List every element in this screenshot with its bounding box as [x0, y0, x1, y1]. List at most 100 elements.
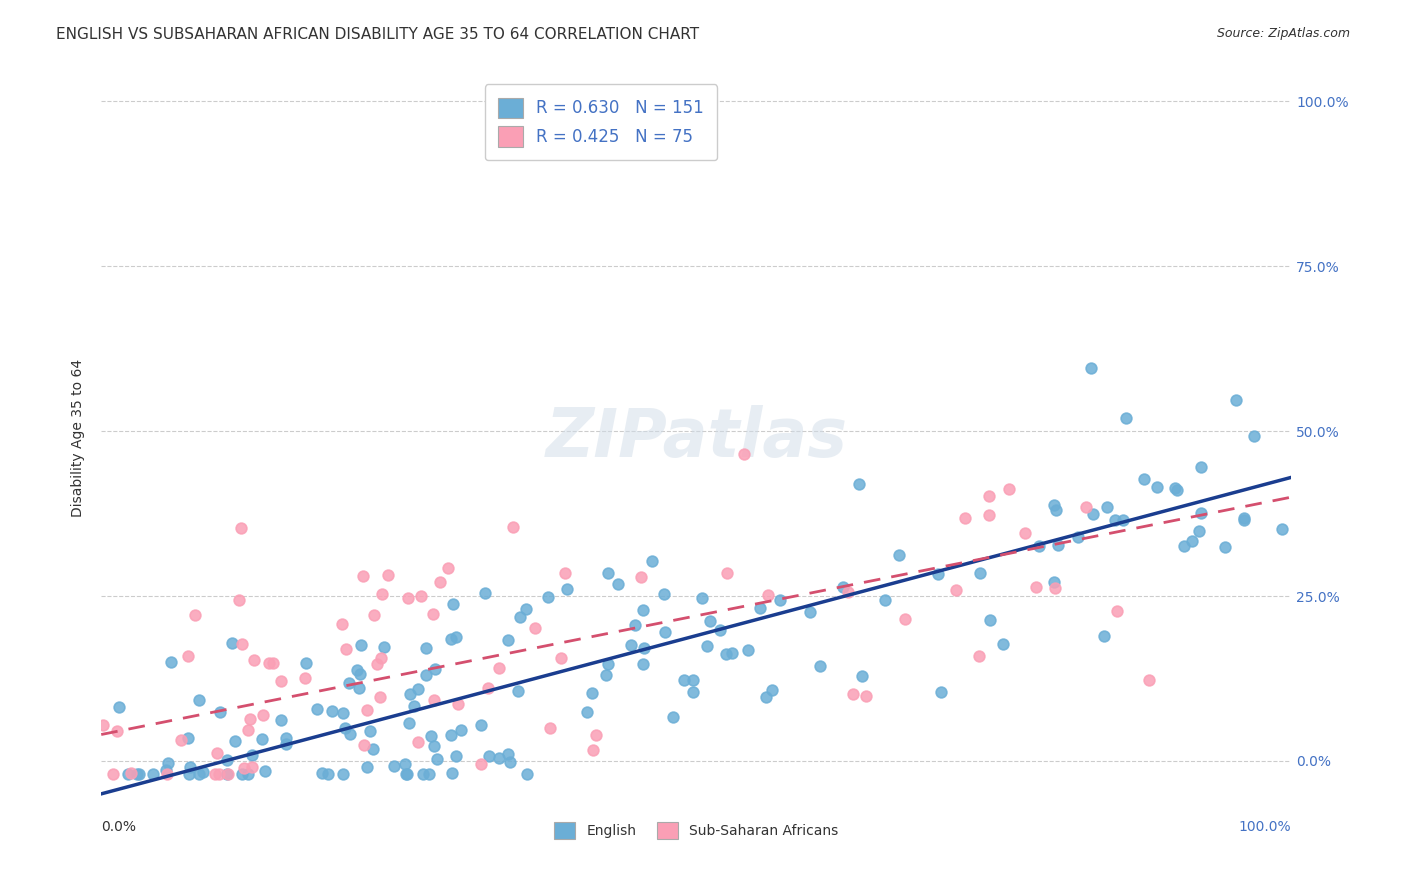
Sub-Saharan Africans	[377, 568, 399, 582]
English	[692, 591, 714, 605]
English	[499, 755, 522, 769]
English	[321, 704, 343, 718]
Sub-Saharan Africans	[953, 510, 976, 524]
Sub-Saharan Africans	[243, 653, 266, 667]
Sub-Saharan Africans	[998, 482, 1021, 496]
English	[1104, 513, 1126, 527]
English	[889, 549, 911, 563]
English	[215, 767, 238, 781]
English	[441, 597, 464, 611]
English	[356, 760, 378, 774]
English	[496, 632, 519, 647]
English	[979, 613, 1001, 627]
English	[188, 693, 211, 707]
Sub-Saharan Africans	[120, 765, 142, 780]
Sub-Saharan Africans	[582, 743, 605, 757]
Sub-Saharan Africans	[270, 673, 292, 688]
English	[761, 682, 783, 697]
English	[349, 667, 371, 681]
English	[682, 685, 704, 699]
Sub-Saharan Africans	[477, 681, 499, 696]
English	[188, 767, 211, 781]
English	[1080, 361, 1102, 376]
Sub-Saharan Africans	[842, 687, 865, 701]
English	[346, 663, 368, 677]
Sub-Saharan Africans	[91, 718, 114, 732]
Sub-Saharan Africans	[156, 767, 179, 781]
Sub-Saharan Africans	[406, 734, 429, 748]
English	[1233, 511, 1256, 525]
English	[1028, 539, 1050, 553]
Sub-Saharan Africans	[733, 447, 755, 461]
English	[179, 767, 201, 781]
Sub-Saharan Africans	[967, 648, 990, 663]
English	[127, 767, 149, 781]
English	[412, 767, 434, 781]
Sub-Saharan Africans	[294, 671, 316, 685]
Sub-Saharan Africans	[370, 586, 392, 600]
English	[1271, 522, 1294, 536]
English	[1045, 502, 1067, 516]
Sub-Saharan Africans	[240, 760, 263, 774]
English	[359, 723, 381, 738]
English	[382, 759, 405, 773]
English	[440, 728, 463, 742]
English	[252, 731, 274, 746]
English	[848, 476, 870, 491]
Sub-Saharan Africans	[447, 697, 470, 711]
English	[596, 566, 619, 581]
English	[1112, 512, 1135, 526]
English	[209, 705, 232, 719]
English	[652, 587, 675, 601]
English	[624, 617, 647, 632]
English	[488, 750, 510, 764]
English	[155, 764, 177, 778]
Sub-Saharan Africans	[396, 591, 419, 606]
English	[231, 767, 253, 781]
English	[633, 640, 655, 655]
English	[276, 731, 298, 746]
Sub-Saharan Africans	[176, 649, 198, 664]
Sub-Saharan Africans	[630, 570, 652, 584]
Sub-Saharan Africans	[1105, 604, 1128, 618]
English	[969, 566, 991, 581]
English	[769, 593, 792, 607]
Sub-Saharan Africans	[204, 767, 226, 781]
English	[402, 698, 425, 713]
Sub-Saharan Africans	[1074, 500, 1097, 515]
English	[193, 765, 215, 780]
English	[1046, 538, 1069, 552]
Sub-Saharan Africans	[837, 584, 859, 599]
English	[142, 767, 165, 781]
English	[1181, 533, 1204, 548]
English	[581, 686, 603, 700]
Sub-Saharan Africans	[330, 616, 353, 631]
English	[398, 716, 420, 731]
English	[347, 681, 370, 695]
English	[394, 756, 416, 771]
English	[1115, 410, 1137, 425]
Sub-Saharan Africans	[422, 607, 444, 622]
Sub-Saharan Africans	[1043, 582, 1066, 596]
English	[673, 673, 696, 687]
English	[1215, 540, 1237, 554]
Sub-Saharan Africans	[232, 761, 254, 775]
English	[654, 624, 676, 639]
Sub-Saharan Africans	[540, 721, 562, 735]
Y-axis label: Disability Age 35 to 64: Disability Age 35 to 64	[72, 359, 86, 516]
English	[1043, 575, 1066, 590]
English	[254, 764, 277, 779]
English	[242, 747, 264, 762]
Sub-Saharan Africans	[979, 508, 1001, 523]
Sub-Saharan Africans	[207, 746, 229, 760]
Sub-Saharan Africans	[236, 723, 259, 738]
English	[641, 553, 664, 567]
Legend: English, Sub-Saharan Africans: English, Sub-Saharan Africans	[548, 816, 844, 845]
English	[516, 767, 538, 781]
English	[714, 648, 737, 662]
English	[1189, 460, 1212, 475]
English	[633, 603, 655, 617]
English	[361, 742, 384, 756]
English	[496, 747, 519, 762]
English	[333, 721, 356, 735]
